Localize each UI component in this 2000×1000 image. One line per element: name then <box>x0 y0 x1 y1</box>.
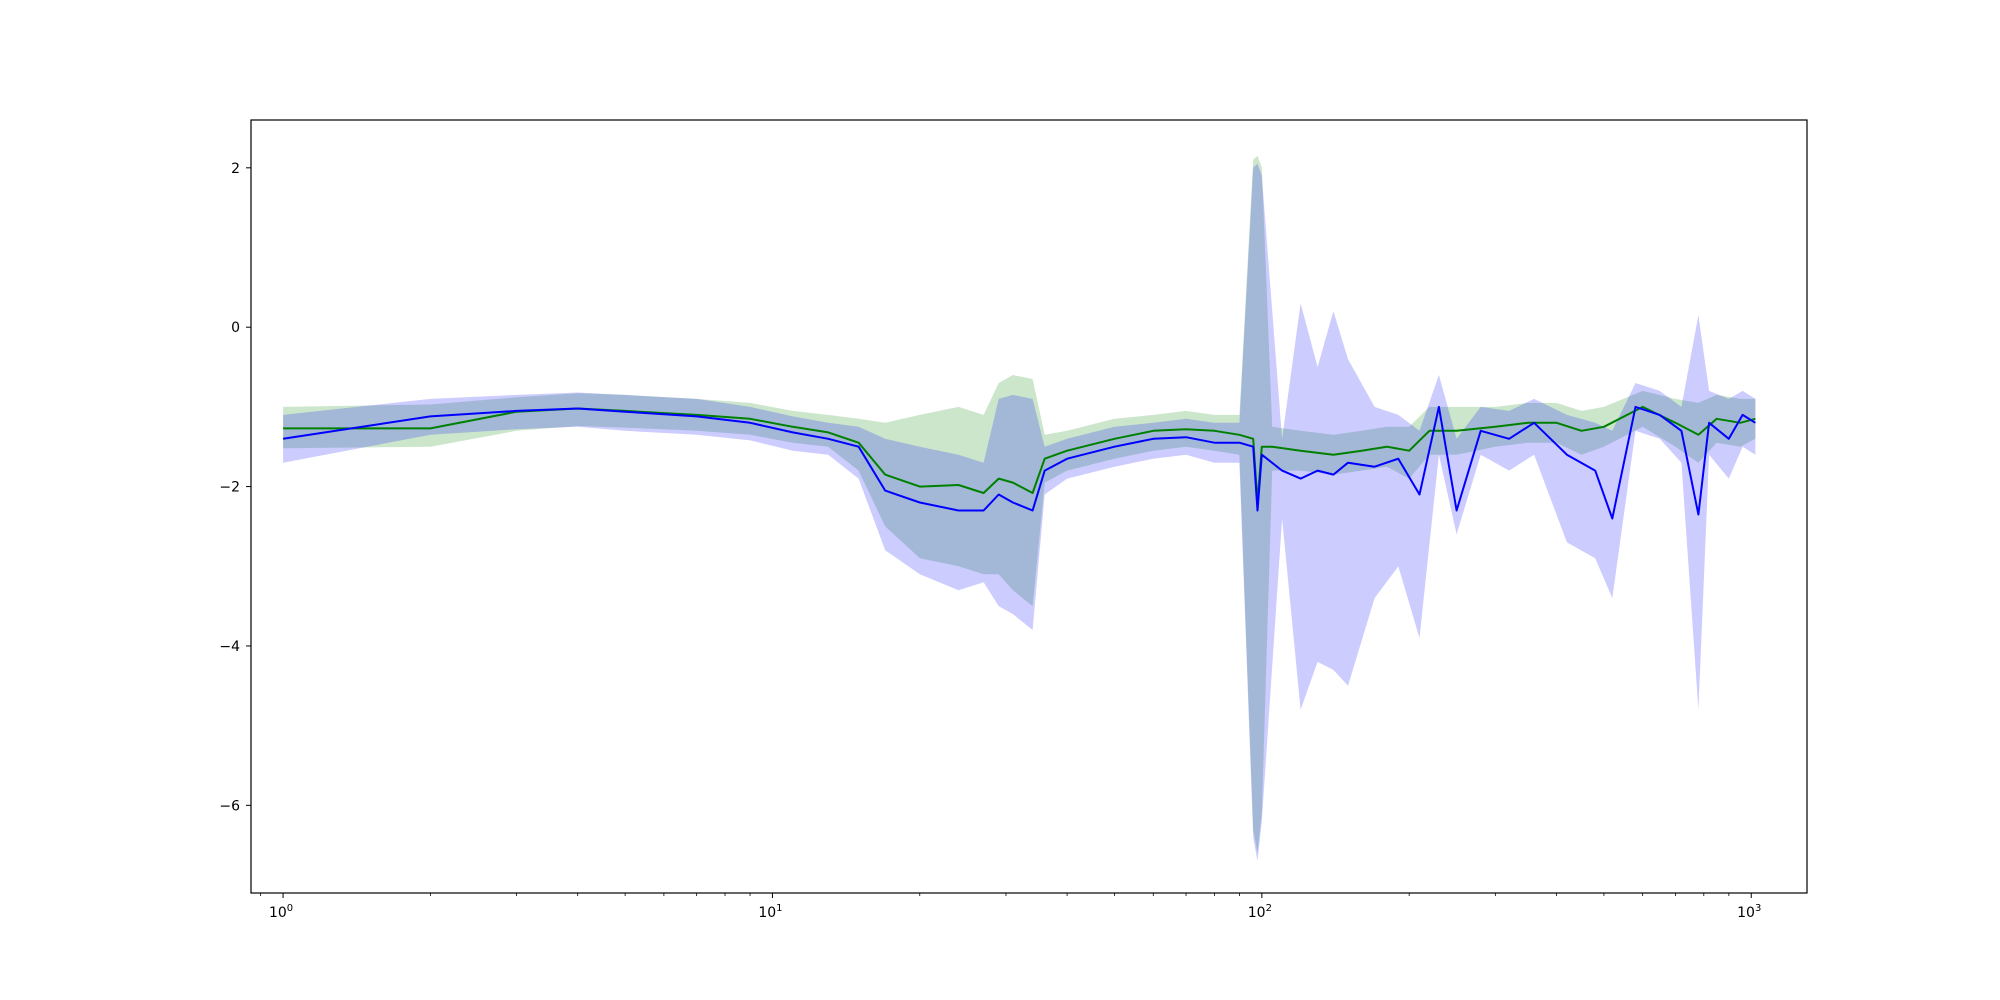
y-tick-label: −4 <box>219 639 240 655</box>
series-0-line <box>283 405 1756 504</box>
y-tick-label: −2 <box>219 480 240 496</box>
y-tick-label: 2 <box>231 161 240 177</box>
series-1-band <box>283 163 1756 862</box>
series-lines <box>282 405 1756 520</box>
series-1-line <box>282 405 1756 520</box>
plot-frame <box>250 119 1808 894</box>
y-tick-label: −6 <box>219 798 240 814</box>
y-axis: 2 0 −2 −4 −6 <box>219 161 251 814</box>
y-tick-label: 0 <box>231 320 240 336</box>
